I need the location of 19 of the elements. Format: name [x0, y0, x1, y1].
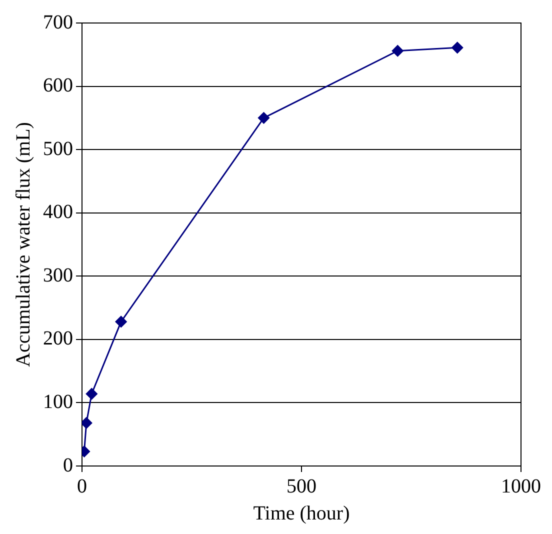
- point: [115, 316, 127, 328]
- y-tick-label: 500: [43, 138, 73, 160]
- y-tick-label: 300: [43, 264, 73, 286]
- x-tick-label: 0: [77, 475, 87, 498]
- point: [392, 45, 404, 57]
- x-tick-label: 500: [286, 475, 316, 498]
- y-tick-label: 100: [43, 390, 73, 413]
- y-tick-label: 600: [43, 74, 73, 97]
- x-tick-label: 1000: [501, 475, 541, 498]
- point: [82, 417, 92, 429]
- point: [258, 112, 270, 124]
- x-axis-title: Time (hour): [253, 502, 350, 524]
- y-tick-label: 400: [43, 201, 73, 224]
- y-tick-label: 200: [43, 328, 73, 350]
- y-tick-label: 700: [43, 11, 73, 34]
- y-axis-title: Accumulative water flux (mL): [12, 122, 34, 367]
- point: [452, 42, 464, 54]
- point: [86, 388, 98, 400]
- y-tick-label: 0: [63, 454, 73, 476]
